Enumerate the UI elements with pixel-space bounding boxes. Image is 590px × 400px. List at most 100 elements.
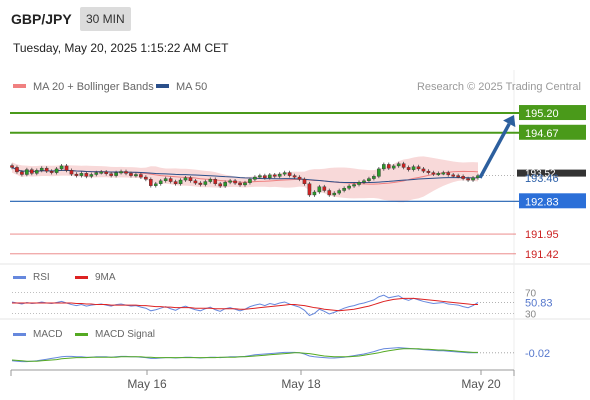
last-price-tag [517,169,586,177]
main-legend: MA 20 + Bollinger Bands MA 50 [13,81,207,93]
candle [74,172,79,178]
candle-body [248,179,252,183]
candle [287,170,292,178]
candle [59,164,64,171]
candle [233,178,237,185]
candle [94,170,99,177]
legend-label: MA 50 [176,81,207,93]
candle-body [337,190,341,194]
candle-body [173,181,178,184]
candle-body [272,174,277,177]
candle [153,181,158,188]
candle-body [193,180,198,184]
candle-body [124,171,128,174]
candle [372,174,376,181]
candle [456,173,460,179]
candle-body [347,185,351,189]
candle-body [253,176,257,180]
candle [139,172,143,179]
timestamp: Tuesday, May 20, 2025 1:15:22 AM CET [13,41,229,55]
candles [10,161,480,197]
candle-body [367,178,371,182]
legend-swatch [75,276,88,279]
candle [10,163,14,170]
candle [30,167,34,176]
legend-label: MACD [33,329,62,340]
candle [114,170,118,178]
candle [54,167,59,175]
candle-body [183,177,188,181]
candle [317,184,322,194]
candle-body [441,172,446,175]
resistance-label: 195.20 [525,108,559,120]
candle-body [471,177,475,181]
candle [213,177,218,186]
candle [15,165,19,174]
timeframe-badge[interactable]: 30 MIN [80,7,131,31]
candle-body [451,174,456,177]
legend-label: RSI [33,272,50,283]
legend-label: 9MA [95,272,116,283]
candle [208,177,213,184]
candle-body [382,164,386,170]
candle-body [178,179,183,184]
candle-body [69,170,74,175]
candle-body [267,174,272,179]
candle-body [238,182,242,186]
candle-body [401,163,406,168]
candle [377,167,381,179]
candle-body [49,170,54,173]
candle [129,171,133,178]
candle [253,175,257,182]
candle-body [287,172,292,176]
candle [382,162,386,171]
candle-body [263,175,267,179]
candle-body [139,174,143,178]
candle-body [119,171,123,174]
legend-label: MA 20 + Bollinger Bands [33,81,154,93]
candle [124,169,128,176]
chart-header: GBP/JPY 30 MIN Tuesday, May 20, 2025 1:1… [0,0,590,70]
candle [188,175,193,183]
candle [362,178,366,185]
support-label: 191.42 [525,249,559,261]
candle [243,180,247,187]
pivot-tag [519,193,586,209]
candle-body [158,180,163,184]
candle-body [386,164,391,169]
candle-body [129,173,133,176]
legend-swatch [13,333,26,336]
candle-body [426,170,431,173]
x-tick-label: May 20 [461,377,501,391]
candle-body [342,188,346,191]
candle [144,175,148,182]
candle [411,164,416,172]
candle [391,164,396,171]
candle-body [59,165,64,170]
candle [406,165,411,172]
candle [218,181,223,188]
candle-body [208,179,213,182]
candle-body [188,177,193,182]
projection-arrow [478,122,511,179]
pivot-label: 192.83 [525,196,559,208]
candle [471,175,475,182]
candle-body [352,184,356,187]
rsi-value-label: 50.83 [525,297,553,309]
candle [173,179,178,186]
candle [203,179,208,187]
candle-body [391,165,396,169]
candle-body [30,169,34,174]
candle [302,177,307,186]
candle-body [25,169,29,175]
candle [119,169,123,175]
candle-body [372,176,376,179]
candle [84,171,89,179]
rsi-legend: RSI 9MA [13,272,116,283]
candle-body [203,181,208,185]
candle-body [84,173,89,177]
candle [332,191,337,197]
candle [183,175,188,182]
candle [193,178,198,185]
